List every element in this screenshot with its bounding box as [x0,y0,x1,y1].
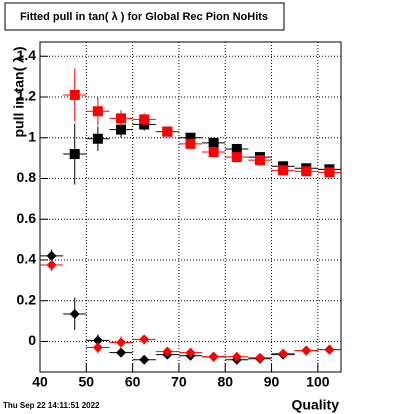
marker [116,124,127,135]
marker [46,260,57,271]
chart-title: Fitted pull in tan( λ ) for Global Rec P… [20,11,268,23]
x-tick-label: 80 [217,374,233,390]
y-tick-label: 0 [28,332,36,348]
marker [278,348,289,359]
marker [208,137,219,148]
marker [324,167,335,178]
marker [92,133,103,144]
marker [185,132,196,143]
y-tick-label: 0.8 [17,169,37,185]
y-tick-label: 1.2 [17,88,37,104]
plot-frame [39,41,342,373]
title-box [4,2,285,31]
x-tick-label: 60 [125,374,141,390]
marker [185,347,196,358]
marker [139,114,150,125]
marker [116,347,127,358]
marker [301,345,312,356]
y-tick-label: 0.2 [17,291,37,307]
y-tick-label: 1 [28,128,36,144]
marker [185,138,196,149]
timestamp: Thu Sep 22 14:11:51 2022 [3,401,100,410]
marker [116,113,127,124]
marker [116,337,127,348]
marker [254,352,265,363]
y-tick-label: 1.4 [17,47,37,63]
y-tick-label: 0.4 [17,251,37,267]
marker [208,147,219,157]
y-axis-label: pull in tan( λ ) [11,47,27,138]
marker [301,166,312,177]
marker [324,344,335,355]
marker [92,335,103,346]
marker [278,165,289,176]
marker [92,342,103,353]
marker [162,126,173,137]
x-tick-label: 50 [79,374,95,390]
x-tick-label: 70 [171,374,187,390]
marker [254,155,265,166]
y-tick-label: 0.6 [17,210,37,226]
marker [208,351,219,362]
marker [46,250,57,261]
marker [231,143,242,154]
marker [69,149,80,160]
x-axis-label: Quality [292,397,340,413]
marker [139,334,150,345]
marker [231,152,242,163]
marker [231,351,242,362]
x-tick-label: 90 [264,374,280,390]
x-tick-label: 40 [32,374,48,390]
marker [69,89,80,100]
marker [92,106,103,117]
marker [162,346,173,357]
marker [69,308,80,319]
marker [139,354,150,365]
x-tick-label: 100 [306,374,330,390]
